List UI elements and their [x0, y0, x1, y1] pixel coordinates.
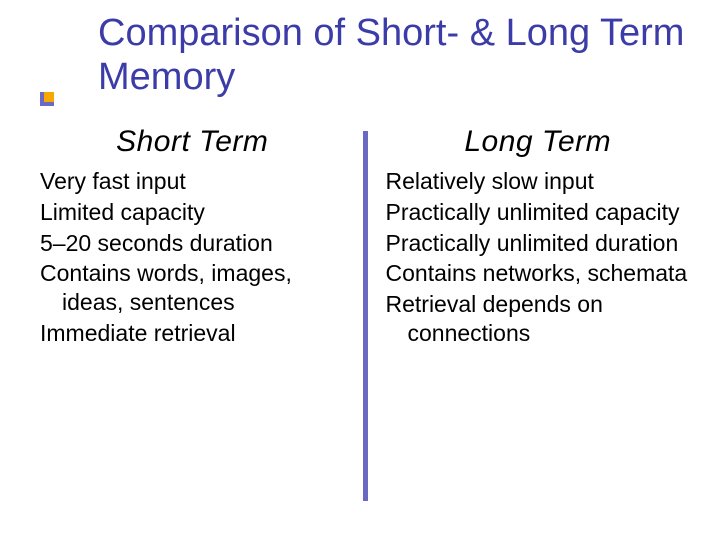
- comparison-columns: Short Term Very fast input Limited capac…: [40, 125, 700, 520]
- title-area: Comparison of Short- & Long Term Memory: [40, 12, 700, 99]
- list-item: Very fast input: [40, 167, 345, 196]
- list-item: Practically unlimited capacity: [386, 198, 691, 227]
- right-heading: Long Term: [386, 125, 691, 159]
- left-heading: Short Term: [40, 125, 345, 159]
- right-column: Long Term Relatively slow input Practica…: [368, 125, 701, 520]
- slide-title: Comparison of Short- & Long Term Memory: [98, 12, 700, 99]
- list-item: Relatively slow input: [386, 167, 691, 196]
- list-item: Immediate retrieval: [40, 319, 345, 348]
- list-item: Contains networks, schemata: [386, 259, 691, 288]
- list-item: Contains words, images, ideas, sentences: [40, 259, 345, 317]
- list-item: Limited capacity: [40, 198, 345, 227]
- list-item: Practically unlimited duration: [386, 229, 691, 258]
- left-column: Short Term Very fast input Limited capac…: [40, 125, 363, 520]
- list-item: Retrieval depends on connections: [386, 290, 691, 348]
- title-bullet-icon: [40, 92, 54, 106]
- list-item: 5–20 seconds duration: [40, 229, 345, 258]
